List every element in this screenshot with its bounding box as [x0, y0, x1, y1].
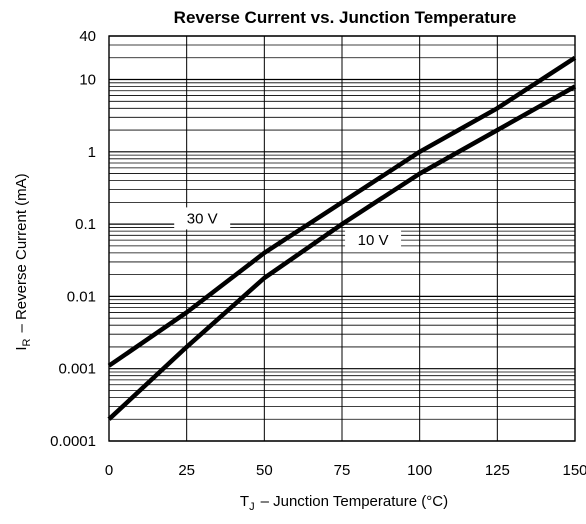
- y-tick-label: 1: [88, 144, 96, 161]
- x-tick-label: 0: [105, 462, 113, 479]
- x-tick-label: 25: [178, 462, 195, 479]
- x-tick-label: 150: [562, 462, 586, 479]
- plot-frame: [108, 35, 576, 442]
- x-tick-label: 50: [256, 462, 273, 479]
- chart-title: Reverse Current vs. Junction Temperature: [174, 8, 517, 27]
- series-labels: 30 V 10 V: [174, 207, 402, 252]
- x-tick-label: 75: [334, 462, 351, 479]
- y-tick-label: 40: [79, 28, 96, 45]
- y-tick-label: 0.001: [58, 361, 96, 378]
- series-label-background: [345, 229, 402, 252]
- series-line: [107, 84, 577, 421]
- y-tick-labels: 40 10 1 0.1 0.01 0.001 0.0001: [50, 28, 96, 450]
- series-layer: [107, 55, 577, 421]
- x-axis-label: TJ – Junction Temperature (°C): [240, 493, 448, 513]
- series-label: 30 V: [187, 210, 218, 227]
- x-tick-labels: 0 25 50 75 100 125 150: [105, 462, 586, 479]
- grid: [108, 35, 576, 442]
- y-tick-label: 0.01: [67, 288, 96, 305]
- series-line: [107, 55, 577, 368]
- y-tick-label: 10: [79, 72, 96, 89]
- y-tick-label: 0.1: [75, 216, 96, 233]
- series-label-background: [174, 207, 231, 230]
- x-tick-label: 125: [485, 462, 510, 479]
- series-label: 10 V: [358, 232, 389, 249]
- y-tick-label: 0.0001: [50, 433, 96, 450]
- y-axis-label: IR– Reverse Current (mA): [13, 173, 33, 350]
- x-tick-label: 100: [407, 462, 432, 479]
